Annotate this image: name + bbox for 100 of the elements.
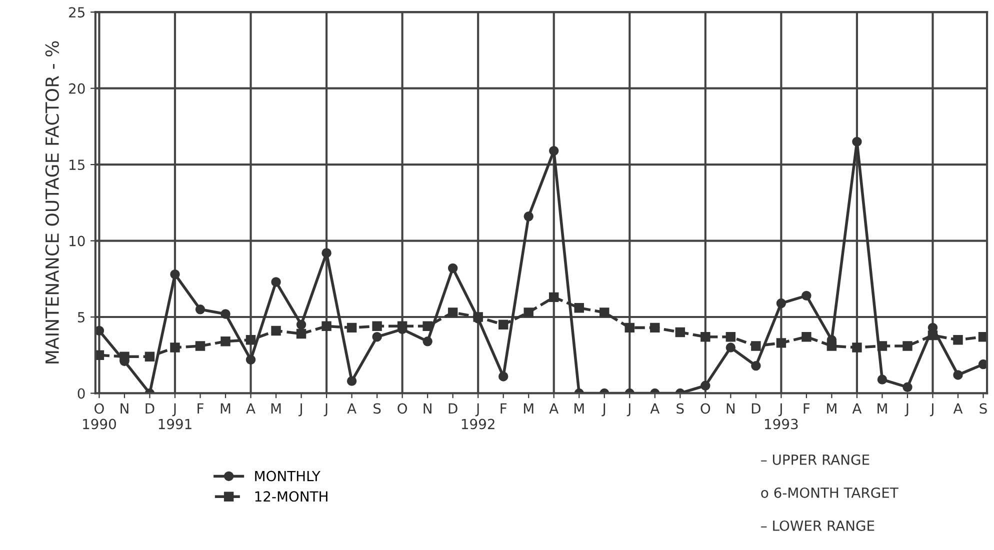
x-tick-label: J 1993 — [765, 403, 798, 430]
point — [372, 321, 382, 332]
point — [776, 338, 786, 348]
point — [776, 298, 786, 308]
point — [549, 146, 559, 156]
x-tick-label: O — [398, 403, 407, 414]
x-tick-label: D — [448, 403, 458, 414]
point — [650, 322, 660, 333]
point — [852, 136, 862, 147]
point — [726, 342, 736, 352]
point — [397, 321, 408, 332]
point — [220, 336, 230, 346]
point — [751, 341, 761, 351]
x-tick-label: N — [120, 403, 128, 414]
point — [852, 342, 862, 352]
point — [322, 248, 332, 258]
x-tick-label: J — [930, 403, 934, 416]
x-tick-label: A — [246, 403, 256, 414]
point — [953, 370, 963, 380]
x-tick-label: J — [324, 403, 328, 416]
point — [700, 380, 710, 390]
point — [448, 308, 458, 318]
legend-label: 12-MONTH — [255, 491, 328, 502]
point — [271, 326, 281, 336]
y-tick-label: 5 — [78, 312, 84, 322]
point — [802, 332, 812, 342]
point — [877, 341, 888, 351]
x-tick-label: M — [574, 403, 584, 414]
x-tick-label: J — [298, 403, 302, 416]
x-tick-label: F — [804, 403, 810, 414]
point — [296, 320, 306, 330]
y-axis-title: MAINTENANCE OUTAGE FACTOR - % — [45, 41, 59, 364]
x-tick-label: D — [146, 403, 154, 414]
x-tick-label: O — [700, 403, 710, 414]
x-tick-label: F — [500, 403, 507, 414]
point — [600, 308, 610, 318]
point — [498, 372, 508, 382]
point — [170, 269, 180, 280]
x-tick-label: M — [827, 403, 836, 414]
point — [346, 322, 357, 333]
point — [826, 341, 837, 351]
x-tick-label: S — [676, 403, 684, 414]
x-tick-label: S — [980, 403, 987, 414]
point — [195, 341, 206, 351]
point — [524, 308, 534, 318]
y-tick-label: 20 — [69, 83, 85, 94]
point — [902, 382, 912, 392]
point — [144, 352, 155, 362]
x-tick-label: N — [726, 403, 734, 414]
point — [322, 321, 332, 332]
text: – LOWER RANGE — [761, 520, 874, 531]
point — [422, 336, 432, 346]
x-tick-label: M — [220, 403, 230, 414]
y-tick-label: 10 — [70, 236, 85, 246]
point — [170, 342, 180, 352]
point — [195, 304, 206, 314]
point — [549, 292, 559, 302]
point — [271, 277, 281, 287]
x-tick-label: J — [602, 403, 606, 416]
x-tick-label: A — [347, 403, 356, 414]
point — [246, 354, 256, 365]
point — [928, 330, 938, 340]
point — [700, 332, 710, 342]
x-tick-label: J 1992 — [462, 403, 494, 430]
x-tick-label: J — [904, 403, 908, 416]
x-tick-label: F — [198, 403, 204, 414]
point — [524, 212, 534, 222]
text: – UPPER RANGE — [761, 454, 870, 465]
x-tick-label: J — [626, 403, 630, 416]
x-tick-label: A — [852, 403, 862, 414]
point — [448, 263, 458, 274]
point — [346, 376, 357, 386]
x-tick-label: A — [549, 403, 558, 414]
x-tick-label: A — [650, 403, 660, 414]
point — [246, 335, 256, 345]
x-tick-label: O 1990 — [83, 403, 116, 430]
point — [675, 327, 686, 338]
x-tick-label: S — [374, 403, 381, 414]
x-tick-label: A — [953, 403, 963, 414]
x-tick-label: M — [271, 403, 281, 414]
point — [953, 335, 963, 345]
y-tick-label: 15 — [70, 160, 84, 170]
point — [372, 332, 382, 342]
x-tick-label: N — [424, 403, 432, 414]
x-tick-label: M — [524, 403, 534, 414]
point — [802, 290, 812, 301]
point — [624, 322, 634, 333]
point — [877, 374, 888, 384]
x-tick-label: J 1991 — [158, 403, 192, 430]
y-tick-label: 25 — [69, 7, 84, 18]
point — [220, 309, 230, 319]
point — [574, 303, 584, 313]
point — [296, 328, 306, 339]
point — [422, 321, 432, 332]
x-tick-label: D — [752, 403, 760, 414]
point — [902, 341, 912, 351]
point — [120, 352, 130, 362]
x-tick-label: M — [878, 403, 887, 414]
y-tick-label: 0 — [78, 388, 85, 399]
text: o 6-MONTH TARGET — [761, 487, 898, 498]
